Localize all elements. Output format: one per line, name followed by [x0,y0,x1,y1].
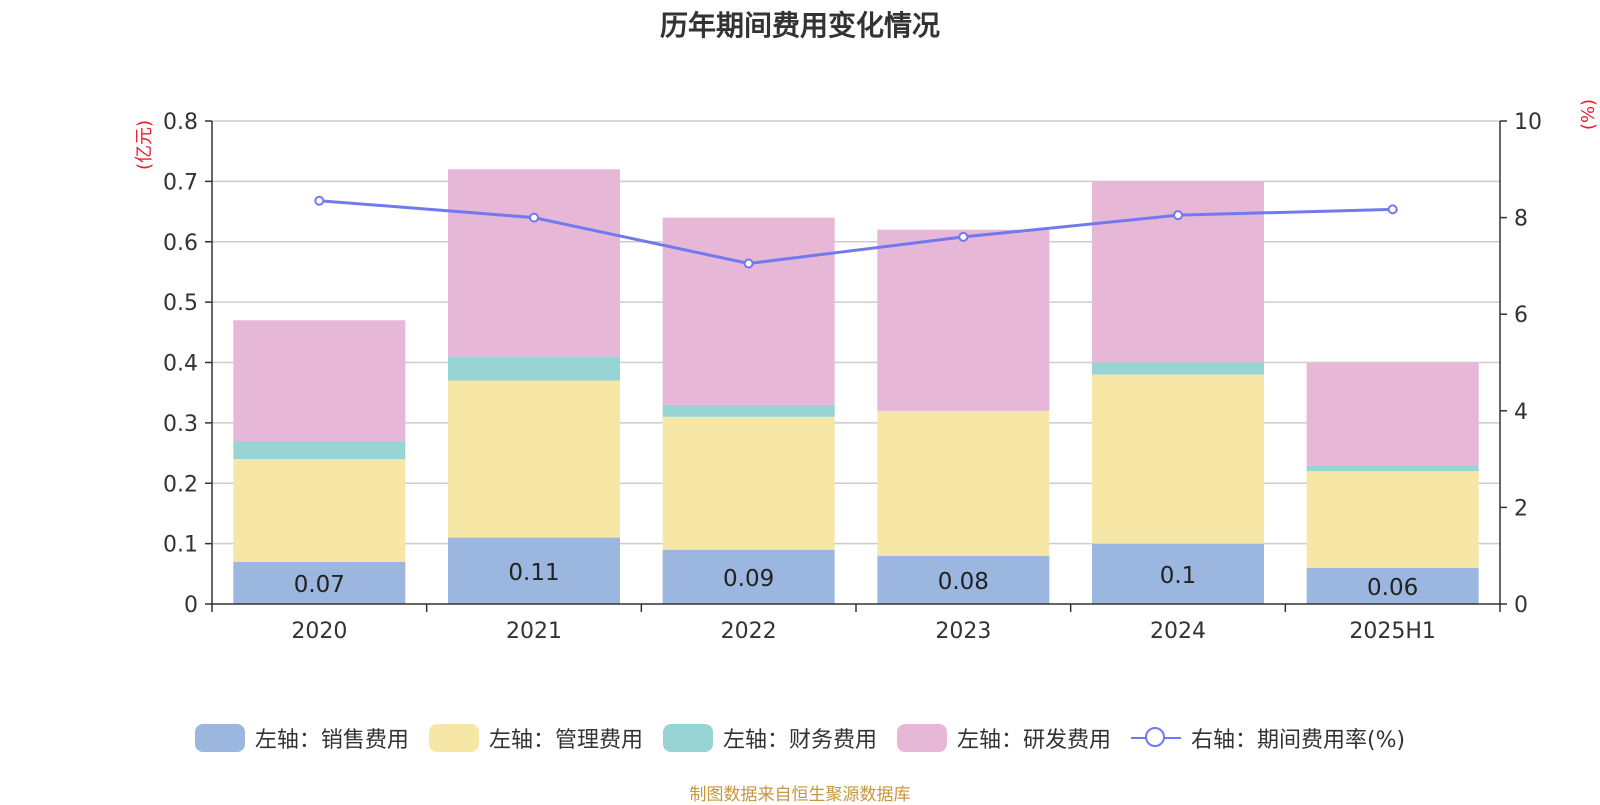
right-tick-label: 4 [1514,400,1528,425]
data-label: 0.07 [294,572,345,598]
bar-segment-admin [1306,471,1479,568]
left-tick-label: 0.8 [163,110,198,135]
bar-segment-sales [1092,543,1264,604]
data-label: 0.09 [723,566,774,592]
x-tick-label: 2021 [506,619,562,644]
right-tick-label: 2 [1514,496,1528,521]
rate-point [958,231,969,242]
bar-segment-finance [233,440,406,460]
left-tick-label: 0 [184,593,198,618]
bar-segment-sales [233,561,406,604]
right-tick-label: 8 [1514,207,1528,232]
bar-segment-admin [662,416,835,550]
legend-line-marker-icon [1130,724,1181,752]
rate-line [319,199,1393,266]
left-tick-label: 0.4 [163,352,198,377]
legend: 左轴：销售费用 左轴：管理费用 左轴：财务费用 左轴：研发费用 右轴：期间费用率(%) [0,722,1600,754]
legend-item[interactable]: 左轴：销售费用 [194,722,409,754]
bar-segment-admin [877,410,1050,556]
right-tick-label: 0 [1514,593,1528,618]
rate-point [743,258,754,269]
legend-label: 左轴：销售费用 [254,728,409,753]
x-tick-label: 2023 [935,619,991,644]
bar-segment-sales [662,549,835,604]
bar-segment-rnd [1092,181,1264,363]
data-label: 0.06 [1367,575,1418,601]
bar-segment-sales [448,537,620,604]
bar-segment-admin [1092,374,1264,544]
legend-item[interactable]: 右轴：期间费用率(%) [1130,722,1406,754]
data-label: 0.08 [938,569,989,595]
legend-label: 左轴：研发费用 [956,728,1111,753]
left-tick-label: 0.7 [163,170,198,195]
rate-point [1387,204,1398,215]
x-tick-label: 2025H1 [1349,619,1436,644]
chart-title: 历年期间费用变化情况 [659,9,940,42]
bar-segment-finance [1306,465,1479,472]
left-tick-label: 0.6 [163,231,198,256]
legend-item[interactable]: 左轴：财务费用 [662,722,877,754]
bar-segment-admin [448,380,620,538]
bar-segment-finance [662,404,835,417]
legend-swatch-icon [194,724,245,752]
bar-segment-sales [877,555,1050,604]
bar-segment-sales [1306,567,1479,604]
data-label: 0.11 [508,560,559,586]
bar-segment-rnd [877,229,1050,411]
legend-label: 左轴：管理费用 [488,728,643,753]
legend-label: 右轴：期间费用率(%) [1190,728,1406,753]
left-tick-label: 0.3 [163,412,198,437]
rate-point [314,195,325,206]
x-tick-label: 2020 [291,619,347,644]
left-tick-label: 0.2 [163,472,198,497]
bar-segment-rnd [662,217,835,405]
bar-segment-rnd [1306,362,1479,466]
bar-segment-rnd [448,169,620,357]
x-tick-label: 2022 [721,619,777,644]
right-tick-label: 10 [1514,110,1542,135]
left-tick-label: 0.5 [163,291,198,316]
legend-label: 左轴：财务费用 [722,728,877,753]
rate-point [529,212,539,223]
bar-segment-finance [1092,362,1264,375]
data-label: 0.1 [1160,563,1197,589]
right-tick-label: 6 [1514,303,1528,328]
source-note: 制图数据来自恒生聚源数据库 [689,785,911,805]
bar-segment-admin [233,459,406,562]
rate-point [1173,210,1183,221]
legend-item[interactable]: 左轴：研发费用 [896,722,1111,754]
legend-swatch-icon [428,724,479,752]
legend-swatch-icon [896,724,947,752]
legend-swatch-icon [662,724,713,752]
legend-item[interactable]: 左轴：管理费用 [428,722,643,754]
left-tick-label: 0.1 [163,533,198,558]
bar-segment-finance [448,356,620,381]
x-tick-label: 2024 [1150,619,1206,644]
bar-segment-rnd [233,320,406,441]
